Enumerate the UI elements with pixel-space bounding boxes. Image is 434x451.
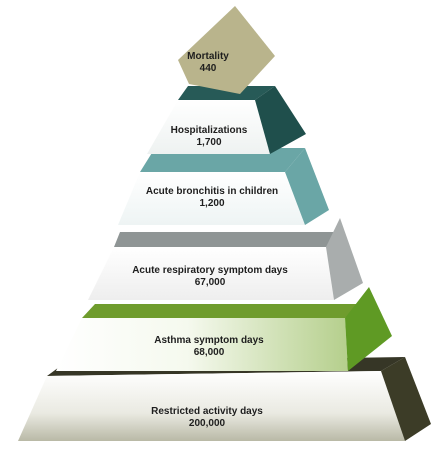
tier-asthma-symptom-days	[56, 287, 392, 371]
tier-respiratory-side	[326, 218, 363, 300]
respiratory-name: Acute respiratory symptom days	[132, 265, 288, 276]
tier-hospitalizations-front	[147, 100, 270, 154]
tier-respiratory-front	[88, 247, 334, 300]
asthma-name: Asthma symptom days	[154, 335, 264, 346]
tier-bronchitis-front	[118, 172, 305, 225]
tier-hospitalizations	[147, 86, 306, 154]
restricted-value: 200,000	[188, 418, 226, 429]
asthma-value: 68,000	[193, 347, 225, 358]
tier-hospitalizations-side	[255, 86, 306, 154]
restricted-label: Restricted activity days 200,000	[151, 406, 263, 430]
mortality-name: Mortality	[187, 51, 229, 62]
respiratory-value: 67,000	[194, 277, 226, 288]
tier-restricted-side	[381, 357, 431, 441]
tier-restricted-front	[18, 371, 405, 441]
tier-hospitalizations-top	[178, 86, 275, 100]
tier-asthma-top	[82, 304, 369, 318]
tier-asthma-side	[345, 287, 392, 371]
respiratory-label: Acute respiratory symptom days 67,000	[132, 265, 288, 289]
tier-asthma-front	[56, 318, 348, 371]
hospitalizations-value: 1,700	[196, 137, 222, 148]
bronchitis-name: Acute bronchitis in children	[145, 186, 279, 197]
mortality-value: 440	[199, 63, 217, 74]
asthma-label: Asthma symptom days 68,000	[154, 335, 263, 359]
tier-bronchitis-side	[285, 148, 329, 225]
restricted-name: Restricted activity days	[151, 406, 263, 417]
tier-mortality-shape	[178, 6, 275, 94]
tier-mortality	[178, 6, 275, 94]
bronchitis-value: 1,200	[199, 198, 225, 209]
tier-acute-respiratory	[88, 218, 363, 300]
bronchitis-label: Acute bronchitis in children 1,200	[146, 186, 278, 210]
tier-respiratory-top	[114, 232, 340, 247]
mortality-label: Mortality 440	[187, 51, 229, 75]
hospitalizations-name: Hospitalizations	[170, 125, 248, 136]
hospitalizations-label: Hospitalizations 1,700	[171, 125, 248, 149]
